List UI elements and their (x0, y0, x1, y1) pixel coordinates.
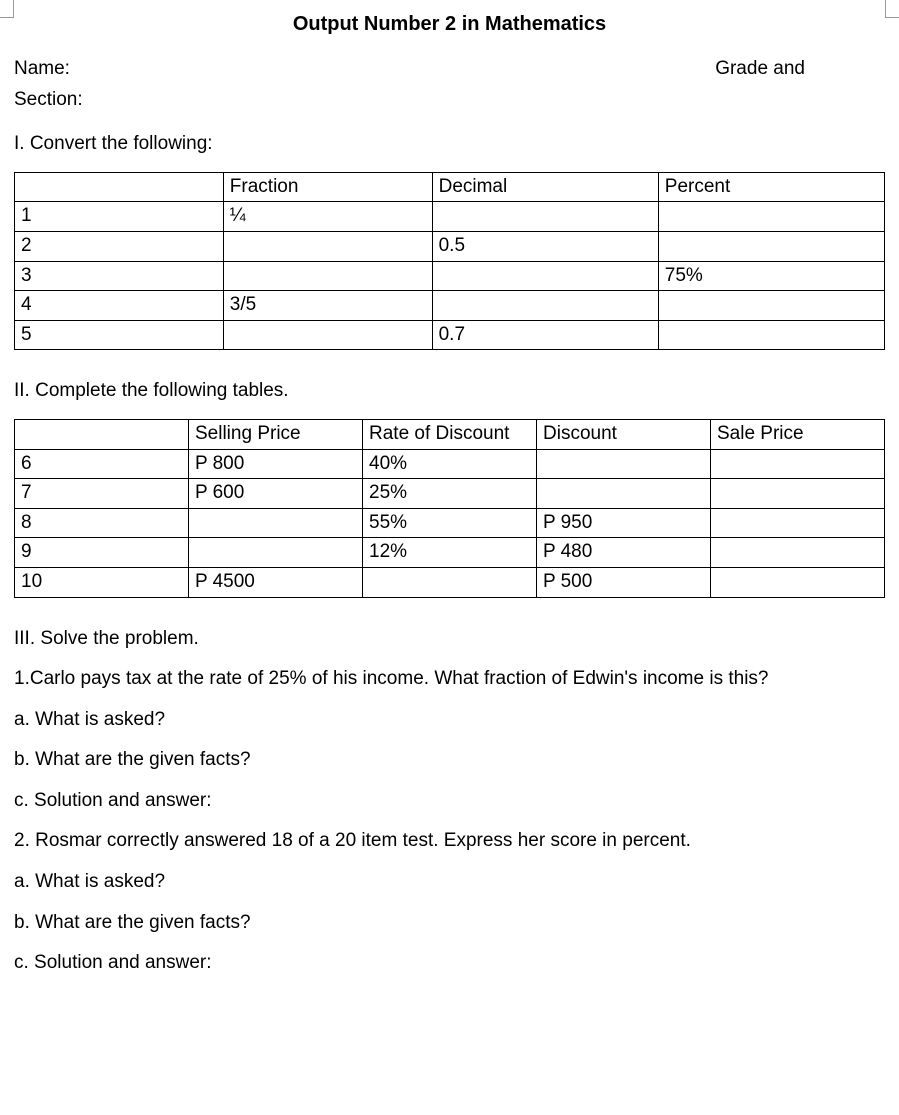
table-cell (711, 479, 885, 509)
table-row: Selling Price Rate of Discount Discount … (15, 419, 885, 449)
table-cell: 55% (363, 508, 537, 538)
table-convert: Fraction Decimal Percent 1 ¼ 2 0.5 3 75%… (14, 172, 885, 351)
problem1-c: c. Solution and answer: (14, 788, 885, 815)
table-cell: Fraction (223, 172, 432, 202)
table-cell (15, 419, 189, 449)
table-row: 5 0.7 (15, 320, 885, 350)
table-cell (363, 567, 537, 597)
grade-label: Grade and (715, 56, 805, 83)
table-cell (223, 320, 432, 350)
table-cell: 2 (15, 231, 224, 261)
table-row: 8 55% P 950 (15, 508, 885, 538)
table-cell: 1 (15, 202, 224, 232)
table-cell: 12% (363, 538, 537, 568)
table-cell (711, 449, 885, 479)
problem2-c: c. Solution and answer: (14, 950, 885, 977)
table-cell (711, 567, 885, 597)
table-cell: Discount (537, 419, 711, 449)
table-cell: Percent (658, 172, 884, 202)
page-title: Output Number 2 in Mathematics (14, 10, 885, 38)
table-cell (658, 320, 884, 350)
table-row: 9 12% P 480 (15, 538, 885, 568)
problem2-b: b. What are the given facts? (14, 910, 885, 937)
name-label: Name: (14, 56, 70, 83)
table-cell: P 480 (537, 538, 711, 568)
table-cell: 3/5 (223, 291, 432, 321)
corner-mark-right (885, 0, 899, 18)
table-row: 10 P 4500 P 500 (15, 567, 885, 597)
problem1-b: b. What are the given facts? (14, 747, 885, 774)
table-cell: 75% (658, 261, 884, 291)
table-cell: 4 (15, 291, 224, 321)
table-cell: ¼ (223, 202, 432, 232)
table-cell: 40% (363, 449, 537, 479)
table-cell: 5 (15, 320, 224, 350)
table-cell: 10 (15, 567, 189, 597)
section2-heading: II. Complete the following tables. (14, 378, 885, 405)
table-cell: 25% (363, 479, 537, 509)
table-cell: Selling Price (189, 419, 363, 449)
table-cell: Decimal (432, 172, 658, 202)
section-label: Section: (14, 87, 885, 114)
section3-heading: III. Solve the problem. (14, 626, 885, 653)
table-row: 2 0.5 (15, 231, 885, 261)
table-discount: Selling Price Rate of Discount Discount … (14, 419, 885, 598)
table-cell (223, 231, 432, 261)
table-cell (537, 449, 711, 479)
table-row: 1 ¼ (15, 202, 885, 232)
section1-heading: I. Convert the following: (14, 131, 885, 158)
table-cell (537, 479, 711, 509)
table-cell (658, 202, 884, 232)
table-cell: 8 (15, 508, 189, 538)
header-row: Name: Grade and (14, 56, 885, 83)
table-cell: P 600 (189, 479, 363, 509)
table-cell (15, 172, 224, 202)
problem2-a: a. What is asked? (14, 869, 885, 896)
table-cell: 7 (15, 479, 189, 509)
table-cell (711, 508, 885, 538)
table-row: 7 P 600 25% (15, 479, 885, 509)
table-cell: 0.7 (432, 320, 658, 350)
table-cell: 9 (15, 538, 189, 568)
table-cell: 6 (15, 449, 189, 479)
table-cell (223, 261, 432, 291)
corner-mark-left (0, 0, 14, 18)
table-cell (432, 291, 658, 321)
problem1-a: a. What is asked? (14, 707, 885, 734)
table-cell: 3 (15, 261, 224, 291)
table-cell (432, 261, 658, 291)
table-row: 3 75% (15, 261, 885, 291)
table-cell: P 950 (537, 508, 711, 538)
table-cell (711, 538, 885, 568)
table-row: Fraction Decimal Percent (15, 172, 885, 202)
problem1-text: 1.Carlo pays tax at the rate of 25% of h… (14, 666, 885, 693)
table-cell (189, 538, 363, 568)
problem2-text: 2. Rosmar correctly answered 18 of a 20 … (14, 828, 885, 855)
table-cell (189, 508, 363, 538)
table-cell: P 4500 (189, 567, 363, 597)
table-row: 4 3/5 (15, 291, 885, 321)
table-cell (432, 202, 658, 232)
table-row: 6 P 800 40% (15, 449, 885, 479)
table-cell (658, 291, 884, 321)
table-cell: P 800 (189, 449, 363, 479)
table-cell: P 500 (537, 567, 711, 597)
table-cell: Rate of Discount (363, 419, 537, 449)
table-cell: Sale Price (711, 419, 885, 449)
table-cell (658, 231, 884, 261)
table-cell: 0.5 (432, 231, 658, 261)
